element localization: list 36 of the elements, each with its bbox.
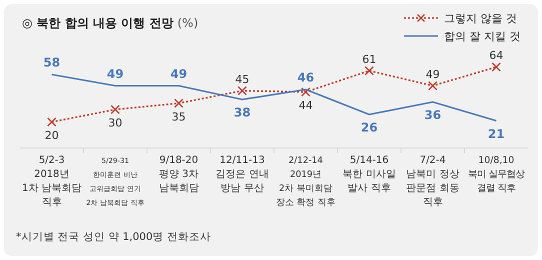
text: *시기별 전국 성인 약 1,000명 전화조사 [16, 231, 211, 243]
data-label: 20 [44, 129, 59, 142]
chart-title: ◎ 북한 합의 내용 이행 전망 [22, 16, 174, 30]
data-label: 21 [488, 126, 505, 141]
data-label: 45 [235, 72, 250, 86]
data-label: 49 [426, 68, 440, 81]
point [301, 87, 310, 97]
x-tick-label: 10/8,10 북미 실무협상 결렬 직후 [468, 155, 525, 194]
chart-subtitle: (%) [177, 16, 198, 30]
data-label: 26 [360, 120, 378, 134]
data-label: 30 [108, 116, 122, 130]
point [492, 62, 501, 72]
x-tick-label: 5/2-3 2018년 1차 남북회담 직후 [22, 155, 82, 208]
legend-label: 합의 잘 지킬 것 [444, 30, 520, 43]
data-label: 46 [297, 70, 314, 84]
data-label: 44 [298, 99, 313, 112]
point [110, 104, 120, 114]
point [174, 98, 184, 108]
data-label: 61 [362, 52, 376, 66]
point [364, 66, 374, 76]
point [428, 81, 438, 90]
legend-label: 그렇지 않을 것 [444, 12, 517, 25]
x-tick-label: 7/2-4 남북미 정상 판문점 회동 직후 [406, 155, 460, 208]
point [47, 117, 56, 127]
x-tick-label: 12/11-13 김정은 연내 방남 무산 [216, 155, 269, 194]
data-label: 49 [106, 66, 124, 81]
x-tick-label: 5/14-16 북한 미사일 발사 직후 [342, 155, 396, 194]
data-label: 36 [424, 108, 442, 122]
data-label: 35 [172, 110, 186, 124]
data-label: 49 [170, 66, 188, 81]
x-tick-label: 9/18-20 평양 3차 남북회담 [158, 155, 199, 194]
x-tick-label: 2/12-14 2019년 2차 북미회담 장소 확정 직후 [276, 156, 336, 208]
data-label: 38 [234, 106, 251, 120]
point [238, 86, 247, 96]
data-label: 64 [489, 49, 504, 62]
data-label: 58 [43, 56, 60, 70]
